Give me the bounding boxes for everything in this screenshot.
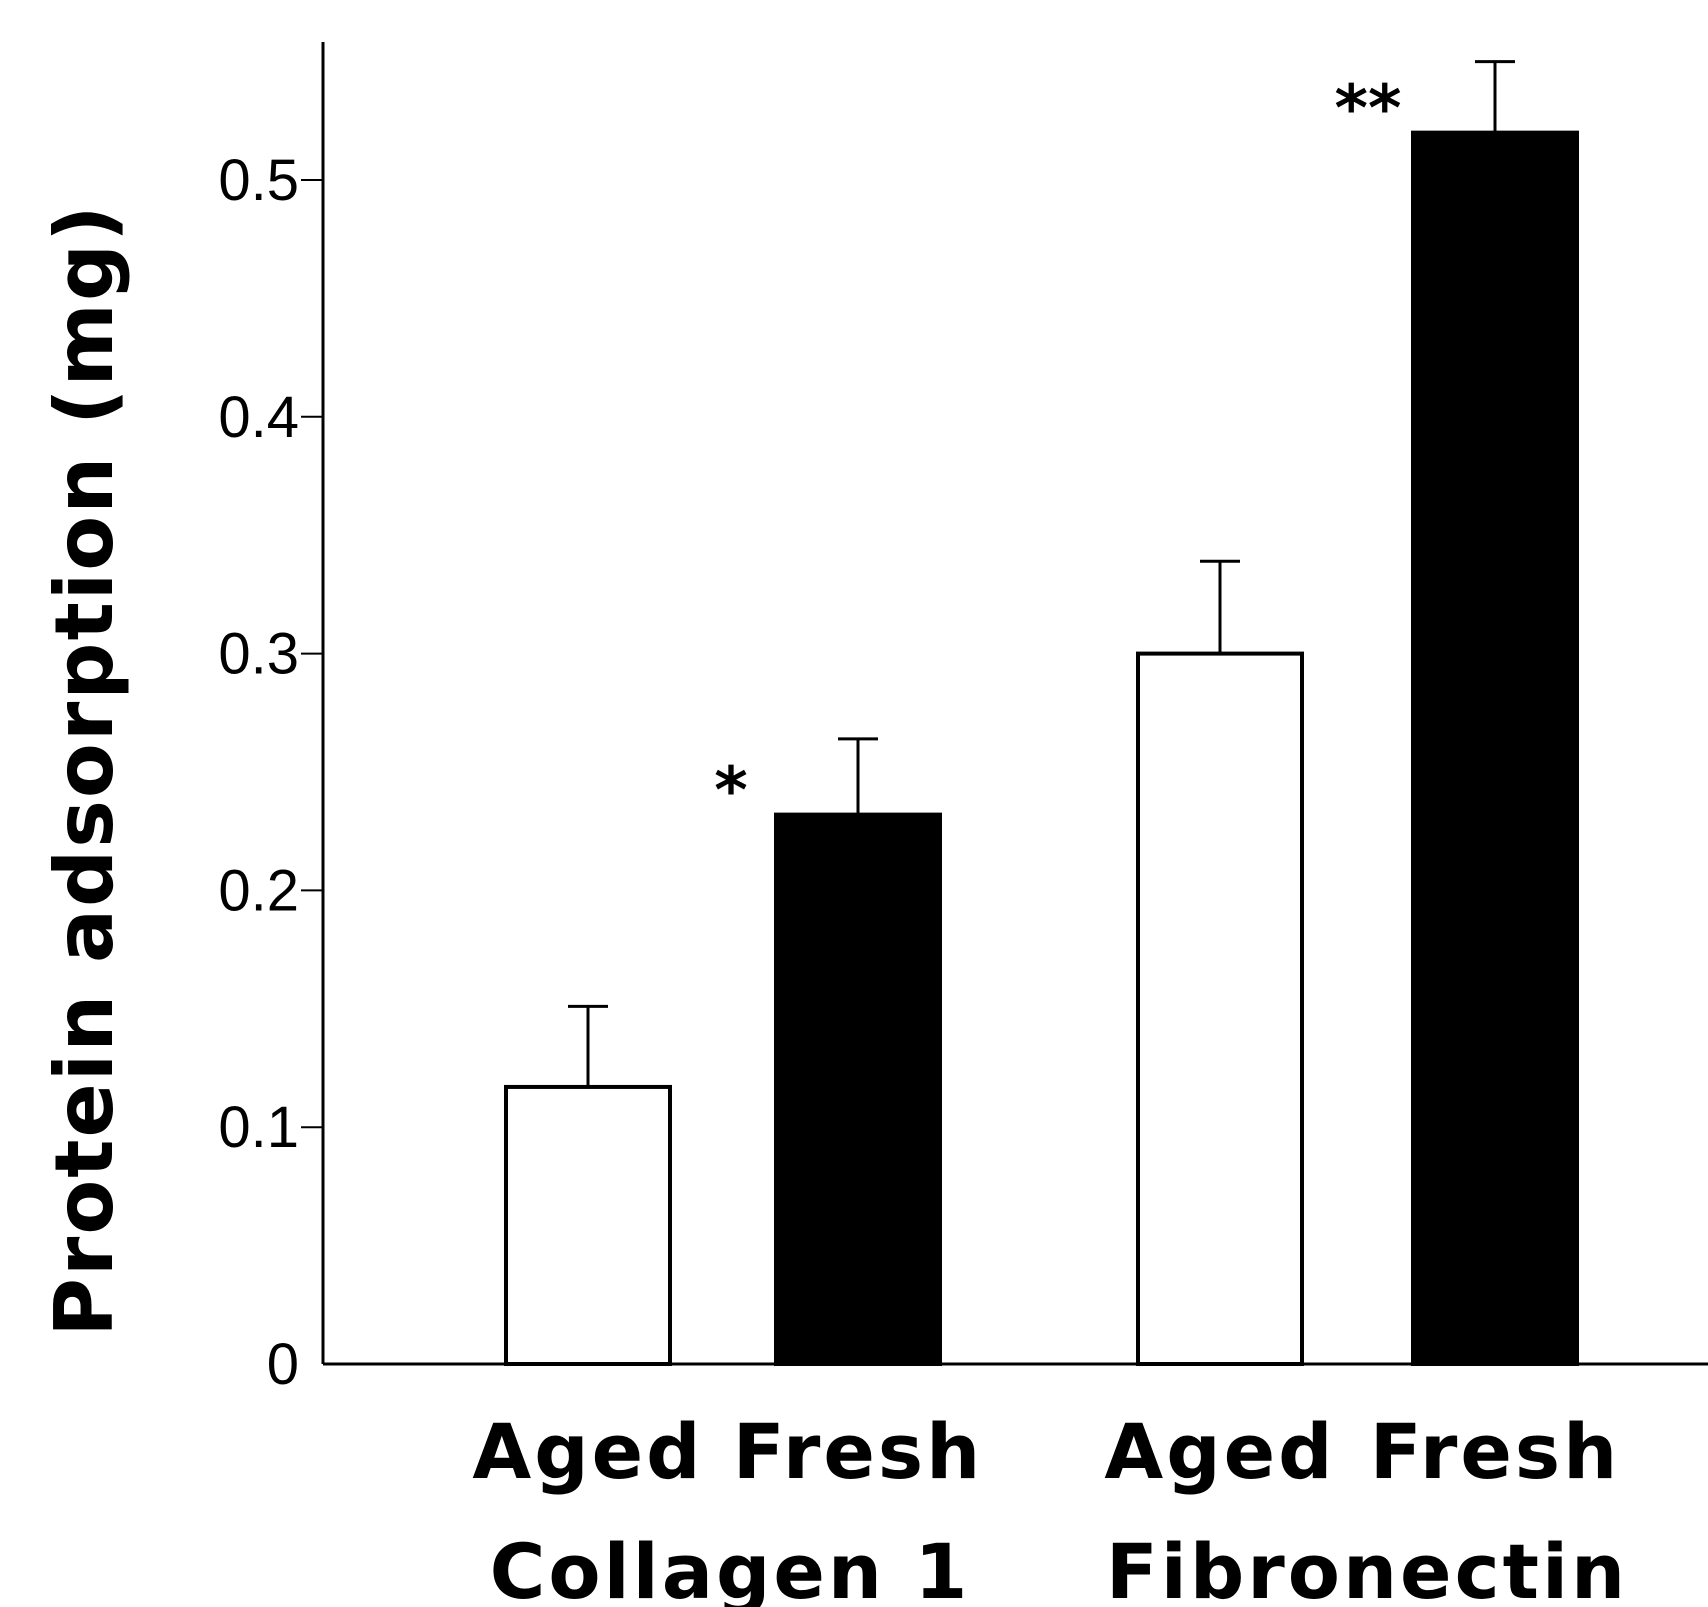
x-group-label: Collagen 1 [490,1527,971,1607]
labels: Aged * Fresh Collagen 1 Aged ** Fresh Fibronect… [472,73,1628,1607]
bar-collagen-1-aged [504,1084,672,1366]
bar-fibronectin-aged [1136,651,1304,1366]
bars [504,60,1579,1366]
y-tick-label: 0 [267,1332,299,1397]
x-category-label: Fresh [1370,1407,1620,1496]
x-category-label: Fresh [733,1407,983,1496]
y-tick-label: 0.3 [218,622,299,687]
significance-marker: * [714,755,747,829]
y-tick-label: 0.5 [218,148,299,213]
bar-fibronectin-fresh [1411,130,1579,1366]
x-category-label: Aged [1104,1407,1335,1496]
y-tick-label: 0.4 [218,385,299,450]
x-category-label: Aged [472,1407,703,1496]
x-group-label: Fibronectin [1106,1527,1628,1607]
bar-collagen-1-fresh [774,812,942,1366]
y-axis-label: Protein adsorption (mg) [38,203,131,1337]
significance-marker: ** [1335,73,1402,147]
y-tick-label: 0.1 [218,1095,299,1160]
y-tick-label: 0.2 [218,858,299,923]
